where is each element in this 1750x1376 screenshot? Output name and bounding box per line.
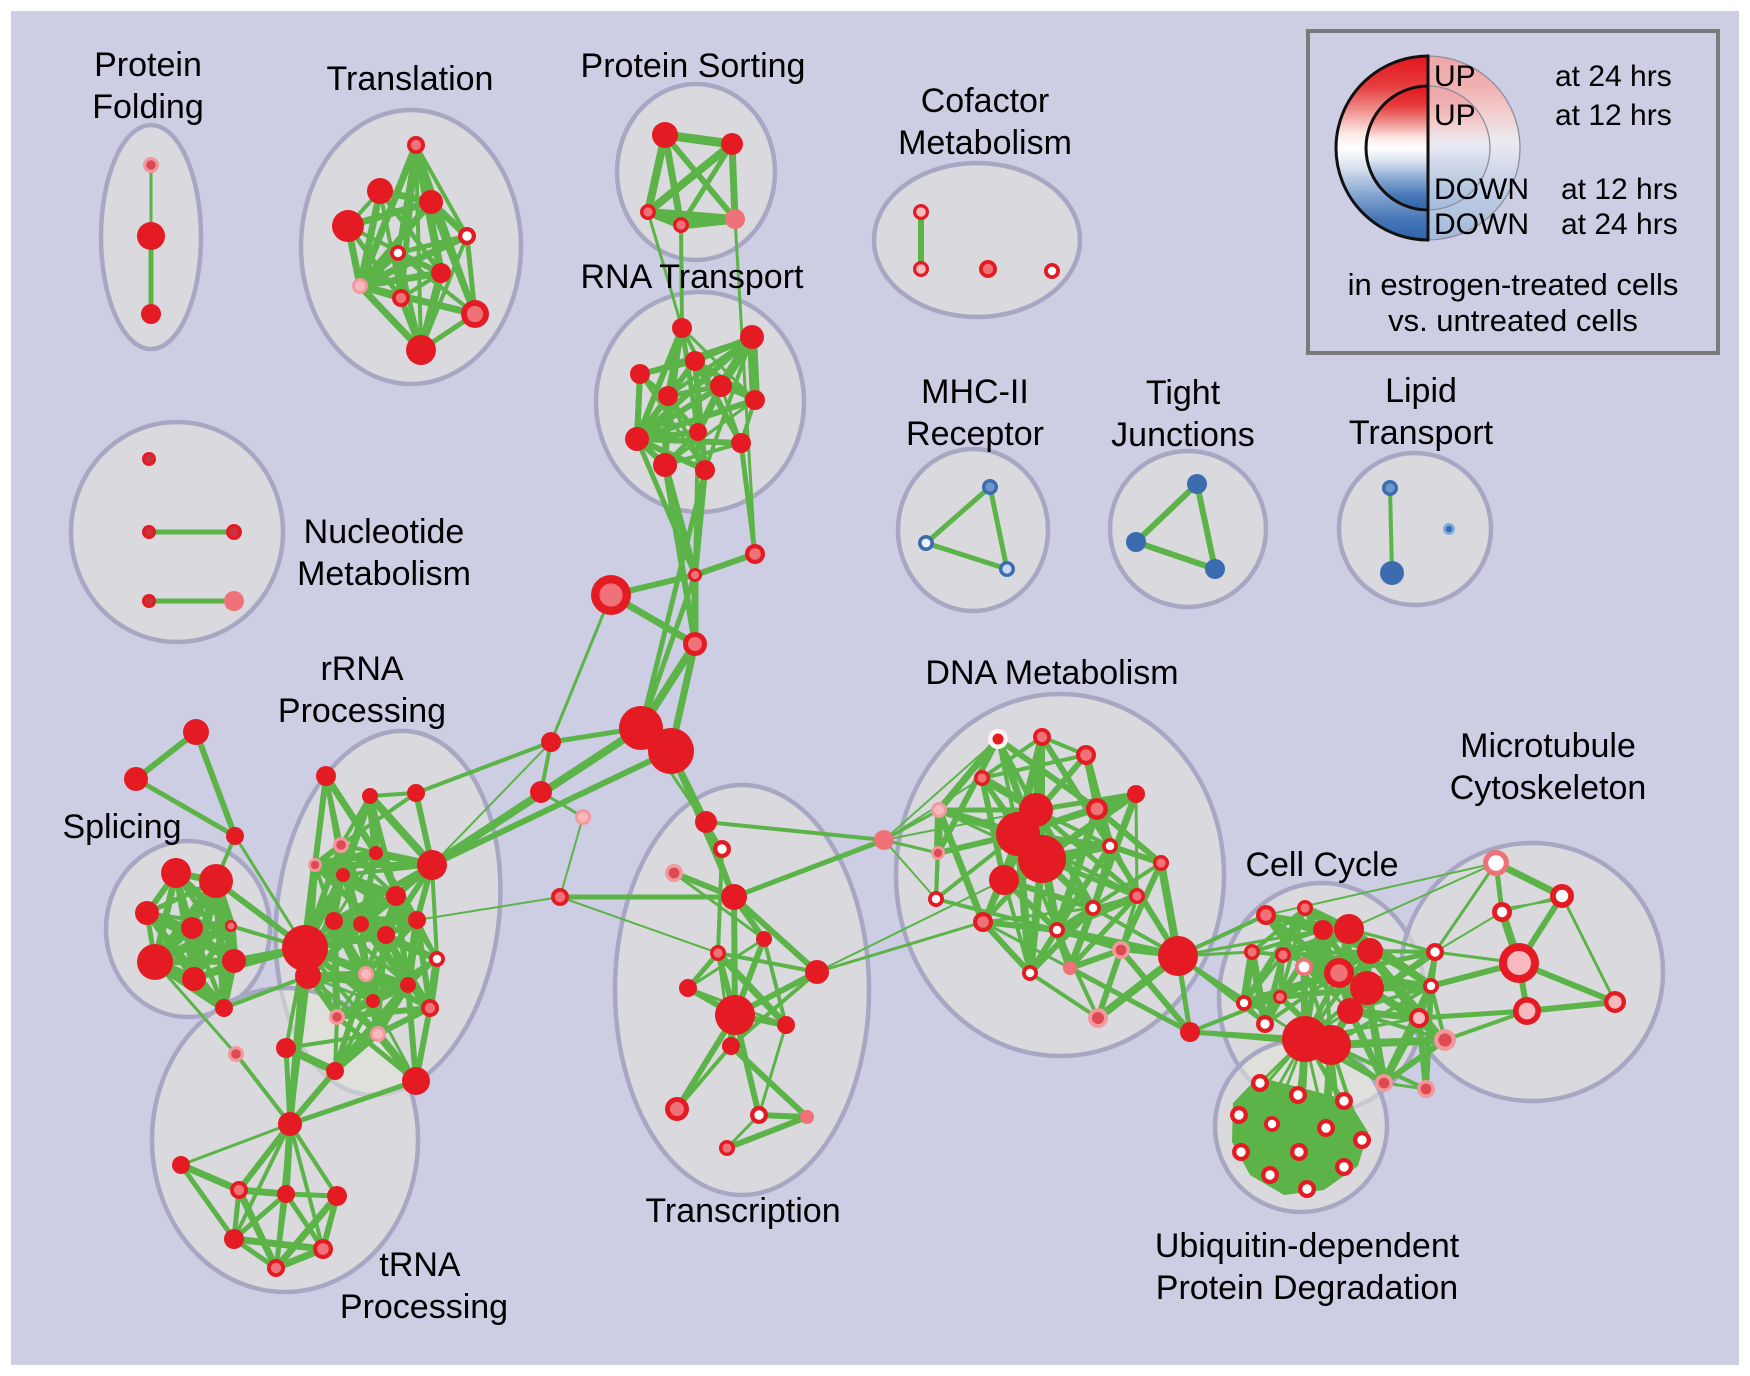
svg-text:RNA Transport: RNA Transport [581, 258, 805, 296]
svg-text:Splicing: Splicing [62, 808, 181, 846]
svg-text:rRNA: rRNA [320, 650, 403, 688]
svg-text:in estrogen-treated cells: in estrogen-treated cells [1348, 267, 1679, 302]
svg-text:at 12 hrs: at 12 hrs [1561, 173, 1678, 206]
svg-text:Protein: Protein [94, 46, 202, 84]
svg-text:Folding: Folding [92, 88, 204, 126]
svg-text:Translation: Translation [327, 60, 494, 98]
svg-text:at 24 hrs: at 24 hrs [1555, 60, 1672, 93]
svg-text:at 24 hrs: at 24 hrs [1561, 208, 1678, 241]
svg-text:Metabolism: Metabolism [297, 555, 471, 593]
svg-text:DOWN: DOWN [1434, 173, 1529, 206]
svg-text:Processing: Processing [278, 692, 446, 730]
svg-text:MHC-II: MHC-II [921, 373, 1029, 411]
svg-text:vs. untreated cells: vs. untreated cells [1388, 303, 1638, 338]
svg-text:Transport: Transport [1349, 414, 1494, 452]
svg-text:Protein Sorting: Protein Sorting [581, 47, 806, 85]
svg-text:Processing: Processing [340, 1288, 508, 1326]
svg-text:Nucleotide: Nucleotide [304, 513, 465, 551]
svg-text:Receptor: Receptor [906, 415, 1044, 453]
svg-text:Transcription: Transcription [645, 1192, 840, 1230]
svg-text:Lipid: Lipid [1385, 372, 1457, 410]
svg-text:DNA Metabolism: DNA Metabolism [925, 654, 1178, 692]
svg-text:Protein Degradation: Protein Degradation [1156, 1269, 1458, 1307]
svg-text:tRNA: tRNA [379, 1246, 461, 1284]
svg-text:Cytoskeleton: Cytoskeleton [1450, 769, 1647, 807]
svg-text:at 12 hrs: at 12 hrs [1555, 99, 1672, 132]
svg-text:Cofactor: Cofactor [921, 82, 1050, 120]
svg-text:Cell Cycle: Cell Cycle [1245, 846, 1398, 884]
svg-text:Tight: Tight [1146, 374, 1221, 412]
svg-text:Junctions: Junctions [1111, 416, 1255, 454]
svg-text:Microtubule: Microtubule [1460, 727, 1636, 765]
svg-text:UP: UP [1434, 99, 1476, 132]
svg-text:Ubiquitin-dependent: Ubiquitin-dependent [1155, 1227, 1460, 1265]
svg-text:Metabolism: Metabolism [898, 124, 1072, 162]
svg-text:DOWN: DOWN [1434, 208, 1529, 241]
svg-text:UP: UP [1434, 60, 1476, 93]
